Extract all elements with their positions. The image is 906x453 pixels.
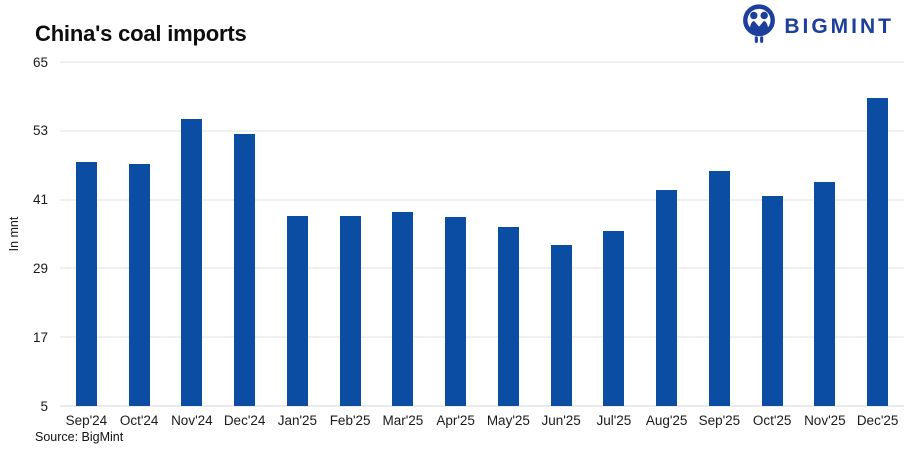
y-tick-label-17: 17: [32, 329, 48, 345]
bar-Jul'25: [603, 231, 625, 406]
bar-Sep'24: [75, 162, 97, 406]
gridline-53: [60, 130, 904, 132]
x-tick-label-May'25: May'25: [486, 413, 530, 428]
y-tick-label-65: 65: [32, 54, 48, 70]
x-tick-label-Mar'25: Mar'25: [382, 413, 424, 428]
bar-Oct'24: [128, 164, 150, 406]
bar-May'25: [497, 227, 519, 406]
bar-Oct'25: [761, 195, 783, 406]
x-tick-label-Sep'24: Sep'24: [65, 413, 108, 428]
gridline-41: [60, 199, 904, 201]
bar-slot-Sep'24: Sep'24: [60, 62, 113, 428]
x-tick-label-Oct'25: Oct'25: [752, 413, 792, 428]
gridline-65: [60, 61, 904, 63]
x-tick-label-Feb'25: Feb'25: [329, 413, 371, 428]
x-tick-label-Oct'24: Oct'24: [119, 413, 159, 428]
x-tick-label-Nov'25: Nov'25: [804, 413, 846, 428]
bar-slot-Aug'25: Aug'25: [640, 62, 693, 428]
chart-title: China's coal imports: [35, 21, 247, 46]
bar-Dec'25: [867, 97, 889, 406]
bar-slot-Nov'25: Nov'25: [799, 62, 852, 428]
bars: Sep'24 Oct'24 Nov'24 Dec'24 Jan'25 Feb'25 Mar'…: [60, 62, 904, 428]
y-tick-label-41: 41: [32, 191, 48, 207]
bar-Jan'25: [286, 215, 308, 406]
bar-slot-Jun'25: Jun'25: [535, 62, 588, 428]
x-tick-label-Dec'25: Dec'25: [856, 413, 899, 428]
bar-slot-Oct'24: Oct'24: [113, 62, 166, 428]
bigmint-people-circle-icon: [741, 4, 777, 49]
bar-slot-Feb'25: Feb'25: [324, 62, 377, 428]
x-tick-label-Apr'25: Apr'25: [436, 413, 475, 428]
bar-Apr'25: [445, 216, 467, 406]
y-axis-labels: 5 17 29 41 53 65: [0, 55, 50, 412]
gridline-29: [60, 267, 904, 269]
bar-slot-Oct'25: Oct'25: [746, 62, 799, 428]
x-tick-label-Sep'25: Sep'25: [698, 413, 741, 428]
bar-Nov'24: [181, 119, 203, 406]
x-tick-label-Jun'25: Jun'25: [541, 413, 581, 428]
y-tick-label-53: 53: [32, 123, 48, 139]
y-tick-label-5: 5: [40, 398, 48, 414]
bar-Sep'25: [708, 170, 730, 406]
x-tick-label-Nov'24: Nov'24: [171, 413, 213, 428]
bar-slot-Jul'25: Jul'25: [588, 62, 641, 428]
bar-Dec'24: [234, 133, 256, 406]
x-tick-label-Aug'25: Aug'25: [645, 413, 688, 428]
bar-Mar'25: [392, 211, 414, 406]
bar-slot-Dec'25: Dec'25: [851, 62, 904, 428]
bar-slot-Nov'24: Nov'24: [166, 62, 219, 428]
gridline-17: [60, 336, 904, 338]
x-tick-label-Jan'25: Jan'25: [277, 413, 318, 428]
bigmint-logo: BIGMINT: [741, 4, 894, 49]
source-note: Source: BigMint: [35, 430, 124, 444]
bar-Nov'25: [814, 182, 836, 406]
bar-slot-Jan'25: Jan'25: [271, 62, 324, 428]
bar-Aug'25: [656, 189, 678, 406]
bar-slot-Mar'25: Mar'25: [377, 62, 430, 428]
x-tick-label-Jul'25: Jul'25: [596, 413, 632, 428]
y-tick-label-29: 29: [32, 260, 48, 276]
bar-slot-May'25: May'25: [482, 62, 535, 428]
plot-area: Sep'24 Oct'24 Nov'24 Dec'24 Jan'25 Feb'25 Mar'…: [60, 61, 904, 428]
bigmint-logo-text: BIGMINT: [784, 14, 894, 38]
x-tick-label-Dec'24: Dec'24: [223, 413, 266, 428]
bar-slot-Sep'25: Sep'25: [693, 62, 746, 428]
bar-slot-Apr'25: Apr'25: [429, 62, 482, 428]
bar-Jun'25: [550, 245, 572, 406]
gridline-5: [60, 405, 904, 407]
bar-Feb'25: [339, 216, 361, 406]
bar-slot-Dec'24: Dec'24: [218, 62, 271, 428]
